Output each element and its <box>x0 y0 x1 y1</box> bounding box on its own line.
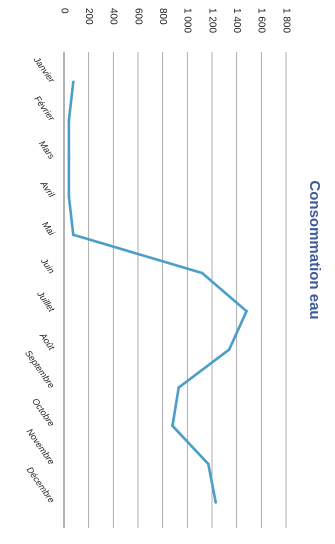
y-tick-label: 400 <box>108 8 119 25</box>
y-tick-label: 200 <box>83 8 94 25</box>
data-point <box>206 462 210 466</box>
y-tick-label: 1 800 <box>280 8 291 33</box>
y-tick-label: 600 <box>132 8 143 25</box>
grid-lines <box>63 52 287 528</box>
data-point <box>71 80 75 84</box>
y-axis-ticks: 0 200 400 600 800 1 000 1 200 1 400 1 600 1 800 <box>58 8 291 33</box>
data-point <box>227 348 231 351</box>
y-tick-label: 1 200 <box>206 8 217 33</box>
series-layer <box>67 80 248 504</box>
data-point <box>245 309 248 313</box>
chart-title: Consommation eau <box>306 180 323 319</box>
y-tick-label: 800 <box>157 8 168 25</box>
data-point <box>171 424 174 428</box>
y-tick-label: 1 000 <box>182 8 193 33</box>
y-tick-label: 1 400 <box>231 8 242 33</box>
data-point <box>67 195 71 199</box>
data-point <box>214 500 218 504</box>
y-tick-label: 0 <box>58 8 69 14</box>
data-point <box>200 271 204 275</box>
data-point <box>177 386 181 389</box>
series-line <box>67 80 248 504</box>
data-point <box>67 118 71 122</box>
data-point <box>71 233 75 237</box>
y-tick-label: 1 600 <box>256 8 267 33</box>
data-point <box>67 157 71 160</box>
